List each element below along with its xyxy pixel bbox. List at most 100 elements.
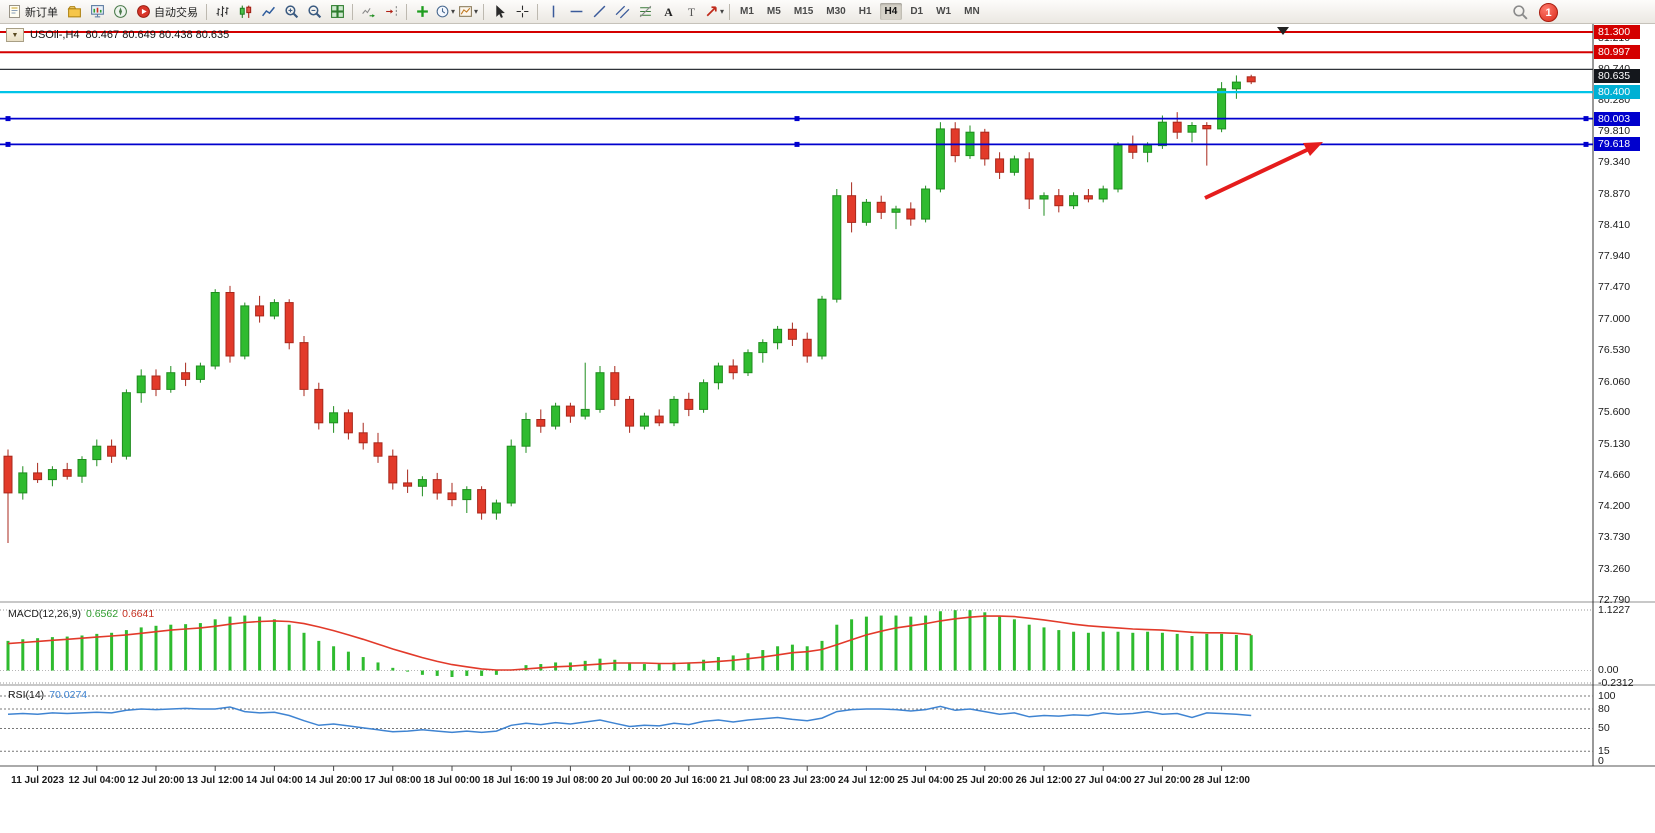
navigator-icon <box>113 5 127 18</box>
candle <box>980 131 990 160</box>
candle <box>699 382 709 410</box>
candle <box>121 392 131 457</box>
candle <box>1157 121 1167 147</box>
timeframe-m5-button[interactable]: M5 <box>766 6 781 17</box>
candle <box>33 472 43 481</box>
zoom-out-icon <box>307 5 321 19</box>
autotrading-button[interactable]: 自动交易 <box>132 3 202 21</box>
candle <box>47 469 57 481</box>
line-handle[interactable] <box>794 141 800 147</box>
chart-title-symbol: USOil-,H4 <box>30 29 80 41</box>
candle <box>92 445 102 461</box>
candle <box>1246 76 1256 83</box>
arrows-tool-button[interactable]: ▾ <box>703 2 725 21</box>
candle <box>1113 145 1123 190</box>
candle <box>861 201 871 223</box>
new-order-button[interactable]: 新订单 <box>3 3 62 21</box>
timeframe-m30-button[interactable]: M30 <box>826 6 846 17</box>
indicators-button[interactable] <box>411 2 433 21</box>
candle <box>299 342 309 390</box>
symbol-dropdown-button[interactable]: ▼ <box>6 28 24 42</box>
candle <box>906 208 916 220</box>
candle <box>802 338 812 357</box>
template-icon <box>459 6 472 17</box>
cursor-button[interactable] <box>488 2 510 21</box>
zoom-out-button[interactable] <box>303 2 325 21</box>
fibonacci-icon <box>639 5 651 18</box>
bar-chart-icon <box>216 6 228 17</box>
candle <box>921 188 931 220</box>
auto-scroll-button[interactable] <box>357 2 379 21</box>
timeframe-m15-button[interactable]: M15 <box>793 6 814 17</box>
search-icon[interactable] <box>1512 4 1529 21</box>
chart-shift-icon <box>385 6 397 17</box>
profiles-button[interactable] <box>63 2 85 21</box>
line-handle[interactable] <box>5 116 11 122</box>
navigator-button[interactable] <box>109 2 131 21</box>
new-order-label: 新订单 <box>25 6 58 19</box>
chart-canvas[interactable] <box>0 24 1655 833</box>
candle <box>1069 195 1079 207</box>
chart-title-ohlc: 80.467 80.649 80.438 80.635 <box>85 29 230 41</box>
label-tool-button[interactable]: T <box>680 2 702 21</box>
rsi-value: 70.0274 <box>49 689 88 701</box>
macd-indicator-label: MACD(12,26,9) 0.6562 0.6641 <box>8 608 154 620</box>
folder-icon <box>67 6 81 18</box>
candle <box>314 388 324 424</box>
zoom-in-icon <box>284 5 298 19</box>
timeframe-m1-button[interactable]: M1 <box>740 6 754 17</box>
timeframe-w1-button[interactable]: W1 <box>936 6 952 17</box>
chart-shift-button[interactable] <box>380 2 402 21</box>
tile-windows-button[interactable] <box>326 2 348 21</box>
text-tool-button[interactable]: A <box>657 2 679 21</box>
timeframe-h4-button[interactable]: H4 <box>879 3 903 20</box>
bar-chart-mode-button[interactable] <box>211 2 233 21</box>
candle <box>817 298 827 357</box>
templates-button[interactable]: ▾ <box>457 2 479 21</box>
candle <box>107 445 117 457</box>
main-toolbar: 新订单 自动交易 <box>0 0 1655 24</box>
candle <box>773 328 783 344</box>
macd-signal-line <box>7 615 1252 671</box>
candle <box>210 292 220 367</box>
line-handle[interactable] <box>5 141 11 147</box>
line-chart-mode-button[interactable] <box>257 2 279 21</box>
candle <box>255 305 265 317</box>
candle <box>3 455 13 494</box>
channel-icon <box>615 5 629 19</box>
candle <box>1172 121 1182 133</box>
timeframe-d1-button[interactable]: D1 <box>910 6 924 17</box>
candle <box>669 398 679 424</box>
horizontal-line-tool-button[interactable] <box>565 2 587 21</box>
timeframe-mn-button[interactable]: MN <box>964 6 980 17</box>
candle <box>654 415 664 424</box>
market-watch-icon <box>90 5 104 18</box>
channel-tool-button[interactable] <box>611 2 633 21</box>
timeframe-h1-button[interactable]: H1 <box>858 6 872 17</box>
label-icon: T <box>687 6 694 19</box>
line-handle[interactable] <box>794 116 800 122</box>
periods-button[interactable]: ▾ <box>434 2 456 21</box>
auto-scroll-icon <box>361 8 375 18</box>
line-handle[interactable] <box>1583 141 1589 147</box>
candle <box>521 419 531 447</box>
crosshair-button[interactable] <box>511 2 533 21</box>
market-watch-button[interactable] <box>86 2 108 21</box>
vertical-line-tool-button[interactable] <box>542 2 564 21</box>
line-handle[interactable] <box>1583 116 1589 122</box>
autotrading-icon <box>137 5 150 18</box>
chart-shift-marker[interactable] <box>1277 27 1289 35</box>
candle <box>758 342 768 354</box>
toolbar-separator <box>537 3 538 20</box>
trend-arrow-annotation[interactable] <box>1204 142 1323 200</box>
candle <box>787 328 797 340</box>
notification-badge[interactable]: 1 <box>1539 3 1558 22</box>
fibonacci-tool-button[interactable] <box>634 2 656 21</box>
zoom-in-button[interactable] <box>280 2 302 21</box>
macd-signal-value: 0.6641 <box>122 608 155 620</box>
candle <box>935 128 945 190</box>
trendline-tool-button[interactable] <box>588 2 610 21</box>
candle <box>195 365 205 380</box>
candle <box>417 479 427 487</box>
candlestick-mode-button[interactable] <box>234 2 256 21</box>
